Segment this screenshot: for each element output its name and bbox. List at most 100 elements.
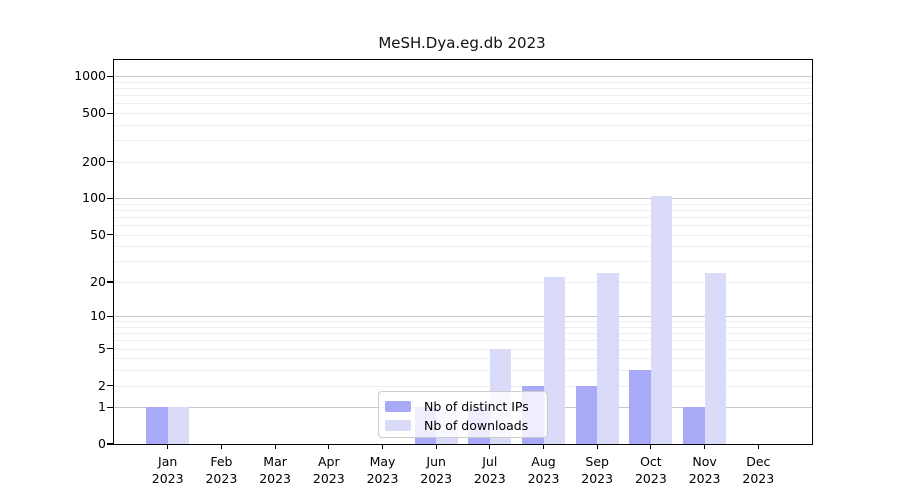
y-tick-mark (107, 443, 113, 445)
gridline-minor (114, 348, 812, 350)
gridline-minor (114, 210, 812, 212)
x-tick-mark (167, 444, 169, 449)
gridline-minor (114, 333, 812, 335)
x-tick-year: 2023 (634, 470, 667, 486)
x-tick-mark (220, 444, 222, 449)
y-tick-mark (107, 234, 113, 236)
x-tick-mark (596, 444, 598, 449)
legend-label: Nb of downloads (424, 418, 529, 433)
x-tick-year: 2023 (688, 470, 721, 486)
bar-downloads-oct (650, 195, 673, 444)
y-tick-label: 1 (98, 399, 106, 415)
x-tick-month: Oct (640, 454, 662, 469)
gridline-minor (114, 88, 812, 90)
gridline-minor (114, 125, 812, 126)
bar-distinct-ips-jan (146, 407, 168, 444)
y-tick-mark (107, 75, 113, 77)
x-tick-label: Jun 2023 (404, 454, 468, 487)
y-tick-mark (107, 161, 113, 163)
gridline-minor (114, 217, 812, 219)
x-tick-year: 2023 (205, 470, 238, 486)
gridline-minor (114, 203, 812, 205)
gridline-minor (114, 140, 812, 142)
y-tick-label: 100 (82, 190, 106, 206)
x-tick-label: Jul 2023 (458, 454, 522, 487)
y-tick-label: 500 (82, 105, 106, 121)
y-tick-label: 5 (98, 340, 106, 356)
x-tick-year: 2023 (527, 470, 560, 486)
bar-distinct-ips-sep (575, 385, 598, 444)
gridline-minor (114, 113, 812, 115)
x-tick-month: Mar (263, 454, 287, 469)
x-tick-month: Nov (692, 454, 717, 469)
y-tick-mark (107, 348, 113, 350)
bar-distinct-ips-oct (629, 370, 651, 444)
x-tick-month: May (369, 454, 396, 469)
y-tick-mark (107, 112, 113, 114)
x-tick-year: 2023 (420, 470, 453, 486)
gridline-minor (114, 340, 812, 342)
y-tick-mark (107, 384, 113, 387)
gridline-major (114, 316, 812, 318)
gridline-minor (114, 234, 812, 236)
y-tick-label: 200 (82, 153, 106, 169)
legend-row: Nb of downloads (385, 416, 547, 435)
gridline-minor (114, 225, 812, 227)
y-tick-mark (107, 281, 113, 283)
x-tick-month: Apr (317, 454, 340, 469)
x-tick-month: Jun (426, 454, 446, 469)
bar-distinct-ips-nov (683, 407, 705, 444)
bar-downloads-aug (543, 277, 565, 444)
legend-swatch-icon (385, 401, 411, 412)
x-tick-mark (328, 444, 330, 449)
x-tick-mark (381, 444, 384, 449)
legend-label: Nb of distinct IPs (424, 399, 529, 414)
gridline-minor (114, 261, 812, 263)
x-tick-year: 2023 (259, 470, 291, 486)
x-tick-month: Sep (585, 454, 609, 469)
x-tick-label: May 2023 (351, 454, 415, 487)
gridline-minor (114, 246, 812, 248)
x-tick-mark (435, 444, 437, 449)
x-tick-label: Nov 2023 (673, 454, 737, 487)
gridline-minor (114, 370, 812, 372)
gridline-minor (114, 321, 812, 323)
legend-swatch-icon (385, 420, 411, 431)
y-tick-label: 50 (90, 226, 106, 242)
legend: Nb of distinct IPs Nb of downloads (378, 391, 548, 438)
x-tick-label: Apr 2023 (297, 454, 361, 487)
bar-downloads-nov (704, 272, 727, 444)
x-tick-label: Feb 2023 (189, 454, 253, 487)
y-tick-mark (107, 197, 113, 199)
x-tick-mark (542, 444, 545, 449)
x-tick-mark (650, 444, 652, 449)
gridline-minor (114, 358, 812, 360)
gridline-major (114, 198, 812, 200)
x-tick-year: 2023 (742, 470, 775, 486)
x-tick-month: Jan (158, 454, 178, 469)
gridline-minor (114, 81, 812, 83)
gridline-minor (114, 103, 812, 105)
gridline-major (114, 76, 812, 78)
x-tick-label: Jan 2023 (136, 454, 200, 487)
gridline-minor (114, 327, 812, 329)
x-tick-year: 2023 (366, 470, 399, 486)
x-tick-mark (274, 444, 276, 449)
legend-row: Nb of distinct IPs (385, 397, 547, 416)
y-tick-mark (107, 406, 113, 408)
y-tick-label: 20 (90, 274, 106, 289)
bar-downloads-jan (167, 407, 190, 444)
x-tick-label: Sep 2023 (565, 454, 629, 487)
x-tick-year: 2023 (581, 470, 614, 486)
x-tick-year: 2023 (151, 470, 184, 486)
x-tick-month: Feb (210, 454, 233, 469)
x-tick-label: Dec 2023 (726, 454, 790, 487)
x-tick-month: Aug (531, 454, 556, 469)
bar-downloads-sep (597, 272, 619, 444)
x-tick-mark (757, 444, 759, 449)
gridline-minor (114, 95, 812, 97)
gridline-minor (114, 282, 812, 283)
x-tick-label: Aug 2023 (512, 454, 576, 487)
x-tick-year: 2023 (312, 470, 345, 486)
